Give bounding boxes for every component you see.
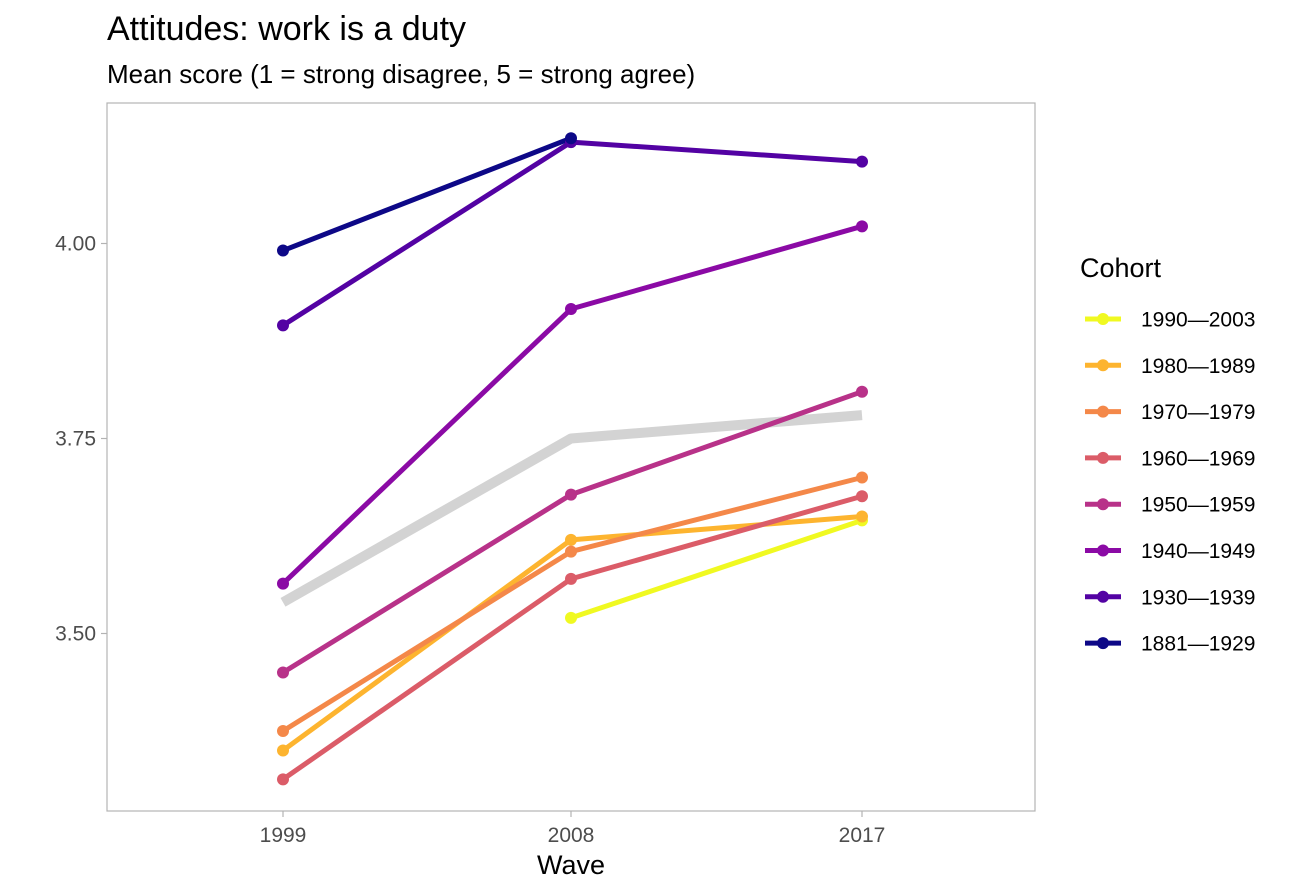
legend-item: 1930—1939 xyxy=(1085,586,1255,609)
legend-key-point xyxy=(1097,405,1109,418)
legend-item: 1990—2003 xyxy=(1085,309,1255,332)
legend-label: 1930—1939 xyxy=(1141,586,1255,609)
legend-key-point xyxy=(1097,590,1109,603)
data-point-1940—1949-2017 xyxy=(856,220,868,233)
legend-key-point xyxy=(1097,359,1109,372)
y-tick-label: 3.50 xyxy=(55,623,96,646)
legend-item: 1980—1989 xyxy=(1085,355,1255,378)
data-point-1990—2003-2008 xyxy=(565,611,577,624)
legend-label: 1881—1929 xyxy=(1141,633,1255,656)
data-point-1940—1949-2008 xyxy=(565,303,577,316)
data-point-1980—1989-2008 xyxy=(565,533,577,546)
y-axis: 3.50 3.75 4.00 xyxy=(55,233,107,646)
data-point-1940—1949-1999 xyxy=(277,577,289,590)
series-line-1990—2003 xyxy=(570,518,863,621)
legend-key-point xyxy=(1097,313,1109,325)
legend-key-point xyxy=(1097,544,1109,557)
data-point-1970—1979-2008 xyxy=(565,545,577,558)
x-tick-label: 1999 xyxy=(260,824,307,847)
data-point-1980—1989-1999 xyxy=(277,744,289,757)
legend-label: 1950—1959 xyxy=(1141,494,1255,517)
legend-label: 1990—2003 xyxy=(1141,309,1255,332)
legend-key-point xyxy=(1097,498,1109,511)
legend-item: 1940—1949 xyxy=(1085,540,1255,563)
chart-subtitle: Mean score (1 = strong disagree, 5 = str… xyxy=(107,59,695,89)
data-point-1970—1979-2017 xyxy=(856,471,868,484)
x-axis: 1999 2008 2017 xyxy=(260,811,886,847)
x-tick-label: 2017 xyxy=(839,824,886,847)
x-axis-title: Wave xyxy=(537,850,605,880)
legend-key-point xyxy=(1097,451,1109,464)
overall-line xyxy=(280,410,863,607)
data-point-1960—1969-2008 xyxy=(565,572,577,585)
y-tick-label: 3.75 xyxy=(55,428,96,451)
x-tick-label: 2008 xyxy=(548,824,595,847)
legend-title: Cohort xyxy=(1080,253,1162,283)
legend-item: 1960—1969 xyxy=(1085,447,1255,470)
legend-items: 1990—2003 1980—1989 1970—1979 1960—1969 1950… xyxy=(1085,309,1255,656)
legend-label: 1980—1989 xyxy=(1141,355,1255,378)
data-point-1970—1979-1999 xyxy=(277,725,289,737)
legend-item: 1950—1959 xyxy=(1085,494,1255,517)
legend-item: 1970—1979 xyxy=(1085,401,1255,424)
data-point-1950—1959-1999 xyxy=(277,666,289,679)
series-line-1881—1929 xyxy=(282,135,572,253)
chart-title: Attitudes: work is a duty xyxy=(107,10,466,48)
legend-label: 1940—1949 xyxy=(1141,540,1255,563)
data-point-1960—1969-1999 xyxy=(277,773,289,786)
y-tick-label: 4.00 xyxy=(55,233,96,256)
legend: Cohort 1990—2003 1980—1989 1970—1979 1960—1… xyxy=(1080,253,1255,656)
legend-label: 1960—1969 xyxy=(1141,447,1255,470)
legend-label: 1970—1979 xyxy=(1141,401,1255,424)
data-point-1930—1939-2017 xyxy=(856,155,868,168)
overall-line-layer xyxy=(280,410,863,607)
data-point-1960—1969-2017 xyxy=(856,490,868,503)
data-point-1980—1989-2017 xyxy=(856,510,868,523)
series-points-layer xyxy=(277,132,868,786)
data-point-1930—1939-1999 xyxy=(277,319,289,332)
data-point-1950—1959-2017 xyxy=(856,385,868,398)
data-point-1950—1959-2008 xyxy=(565,488,577,501)
data-point-1881—1929-1999 xyxy=(277,244,289,257)
legend-item: 1881—1929 xyxy=(1085,633,1255,656)
data-point-1881—1929-2008 xyxy=(565,132,577,145)
legend-key-point xyxy=(1097,637,1109,650)
plot-panel xyxy=(106,102,1036,812)
